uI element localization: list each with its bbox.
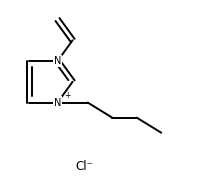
Text: N: N xyxy=(54,97,61,108)
Text: N: N xyxy=(54,56,61,66)
Text: +: + xyxy=(65,90,71,100)
Text: Cl⁻: Cl⁻ xyxy=(75,160,93,173)
